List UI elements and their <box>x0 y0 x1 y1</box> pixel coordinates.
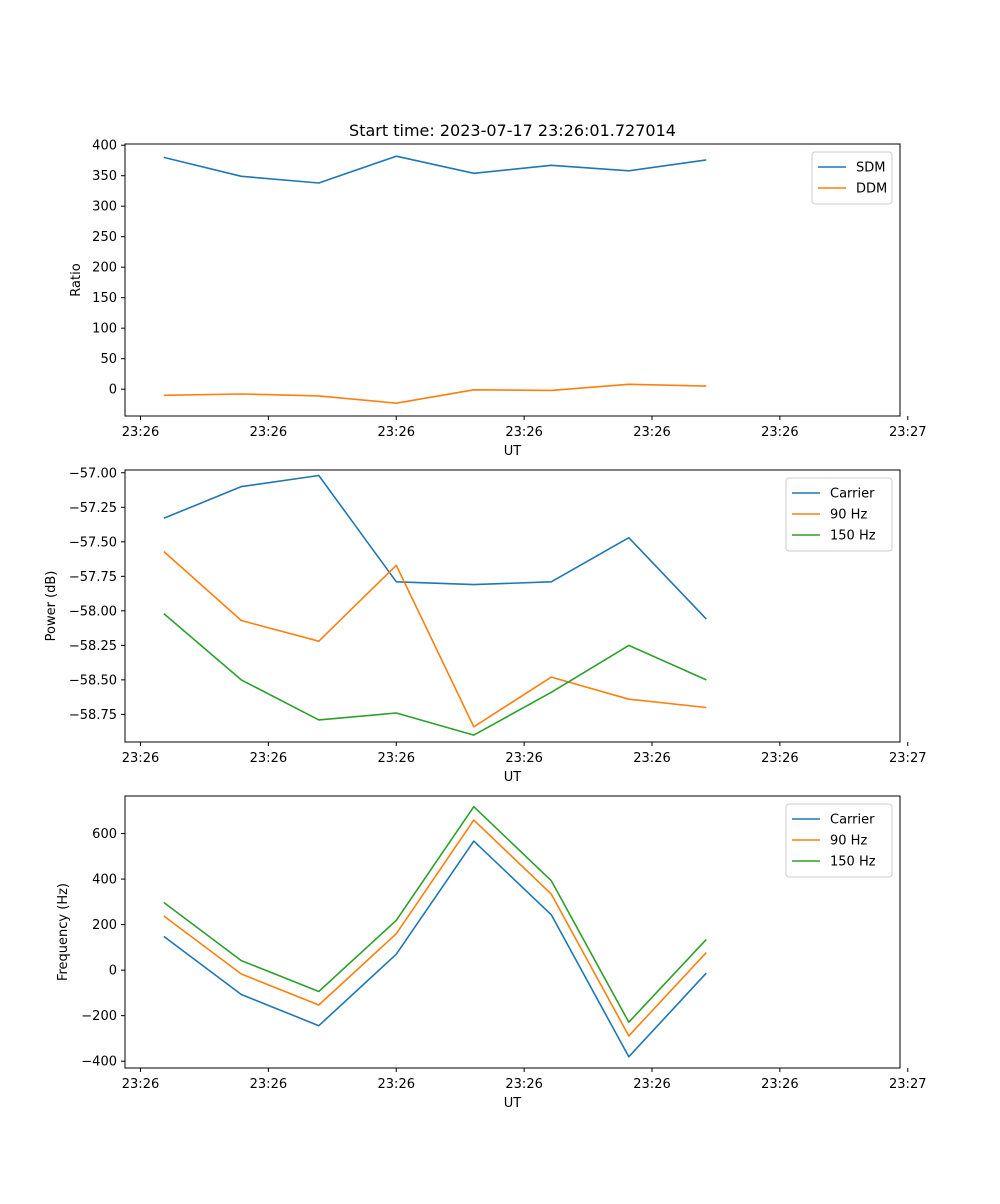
legend: Carrier 90 Hz 150 Hz <box>785 803 893 878</box>
x-tick-label: 23:26 <box>633 751 670 766</box>
series-line-ddm <box>163 383 707 405</box>
y-tick-label: −58.25 <box>69 639 117 654</box>
x-tick-label: 23:26 <box>761 751 798 766</box>
chart-title: Start time: 2023-07-17 23:26:01.727014 <box>349 121 676 140</box>
y-tick-label: 400 <box>92 873 117 888</box>
y-tick-label: 200 <box>92 918 117 933</box>
legend-label: Carrier <box>830 813 875 828</box>
y-tick-label: −400 <box>81 1055 117 1070</box>
x-tick-label: 23:26 <box>505 425 542 440</box>
plot-frame <box>124 469 901 743</box>
y-tick-label: −58.50 <box>69 673 117 688</box>
y-tick-label: 400 <box>92 139 117 154</box>
y-tick-label: 150 <box>92 291 117 306</box>
plot-frame <box>124 795 901 1069</box>
x-axis-label: UT <box>504 444 522 459</box>
y-tick-label: 50 <box>100 352 117 367</box>
y-tick-label: −58.75 <box>69 708 117 723</box>
y-axis-label: Ratio <box>69 263 84 296</box>
series-line-90-hz <box>163 550 707 728</box>
x-tick-label: 23:26 <box>122 425 159 440</box>
x-tick-label: 23:26 <box>633 1077 670 1092</box>
y-tick-label: 300 <box>92 200 117 215</box>
x-tick-label: 23:26 <box>250 1077 287 1092</box>
series-line-carrier <box>163 474 707 620</box>
legend: Carrier 90 Hz 150 Hz <box>785 477 893 552</box>
x-tick-label: 23:26 <box>250 751 287 766</box>
y-tick-label: −57.75 <box>69 570 117 585</box>
y-axis-label: Power (dB) <box>44 571 59 642</box>
chart-panel-2: 23:26 23:26 23:26 23:26 23:26 23:26 23:27 −57.0… <box>44 466 926 785</box>
x-tick-label: 23:26 <box>378 1077 415 1092</box>
series-line-150-hz <box>163 612 707 736</box>
x-tick-label: 23:26 <box>378 751 415 766</box>
chart-panel-3: 23:26 23:26 23:26 23:26 23:26 23:26 23:27 600 40… <box>56 795 926 1111</box>
legend-label: 150 Hz <box>830 855 876 870</box>
y-tick-label: −58.00 <box>69 604 117 619</box>
x-tick-label: 23:26 <box>633 425 670 440</box>
x-tick-label: 23:26 <box>250 425 287 440</box>
series-line-carrier <box>163 840 707 1058</box>
legend-label: Carrier <box>830 487 875 502</box>
y-tick-label: −200 <box>81 1009 117 1024</box>
y-tick-label: −57.50 <box>69 535 117 550</box>
series-line-sdm <box>163 155 707 184</box>
y-tick-label: 100 <box>92 322 117 337</box>
x-tick-label: 23:26 <box>122 1077 159 1092</box>
series-line-150-hz <box>163 805 707 1024</box>
y-tick-label: 200 <box>92 261 117 276</box>
y-tick-label: −57.25 <box>69 501 117 516</box>
y-tick-label: 600 <box>92 827 117 842</box>
plot-frame <box>124 143 901 417</box>
legend-label: 150 Hz <box>830 529 876 544</box>
x-tick-label: 23:26 <box>378 425 415 440</box>
legend-label: DDM <box>856 182 887 197</box>
y-tick-label: 0 <box>109 383 117 398</box>
legend-box <box>785 477 893 552</box>
x-tick-label: 23:27 <box>889 751 926 766</box>
x-tick-label: 23:26 <box>761 425 798 440</box>
x-tick-label: 23:26 <box>761 1077 798 1092</box>
x-tick-label: 23:27 <box>889 1077 926 1092</box>
x-tick-label: 23:26 <box>505 751 542 766</box>
x-tick-label: 23:26 <box>122 751 159 766</box>
legend-label: 90 Hz <box>830 508 867 523</box>
series-line-90-hz <box>163 819 707 1037</box>
y-tick-label: 250 <box>92 230 117 245</box>
x-tick-label: 23:27 <box>889 425 926 440</box>
y-tick-label: 0 <box>109 964 117 979</box>
y-tick-label: −57.00 <box>69 466 117 481</box>
chart-panel-1: Start time: 2023-07-17 23:26:01.727014 23… <box>69 121 926 459</box>
x-tick-label: 23:26 <box>505 1077 542 1092</box>
x-axis-label: UT <box>504 770 522 785</box>
legend: SDM DDM <box>811 151 893 205</box>
legend-label: SDM <box>856 161 885 176</box>
y-tick-label: 350 <box>92 169 117 184</box>
legend-box <box>811 151 893 205</box>
x-axis-label: UT <box>504 1096 522 1111</box>
legend-box <box>785 803 893 878</box>
legend-label: 90 Hz <box>830 834 867 849</box>
y-axis-label: Frequency (Hz) <box>56 883 71 981</box>
